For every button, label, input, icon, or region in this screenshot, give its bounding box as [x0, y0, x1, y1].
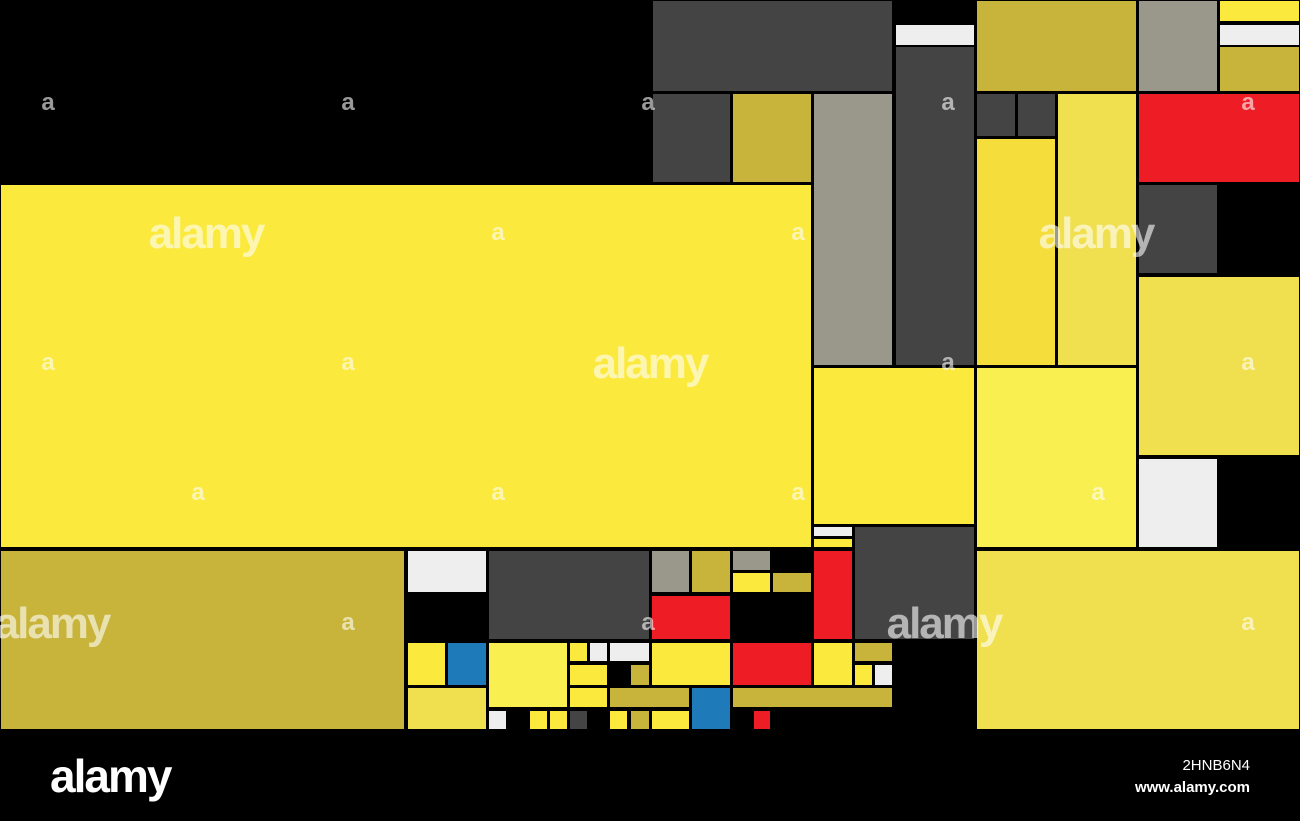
tile [650, 641, 732, 687]
watermark-logo: alamy [887, 599, 1004, 648]
tile [1137, 457, 1219, 549]
tile [651, 0, 894, 93]
tile [568, 709, 589, 731]
tile [812, 641, 854, 687]
watermark-logo: alamy [149, 209, 266, 258]
watermark-mark: a [491, 479, 505, 506]
tile [548, 709, 569, 731]
watermark-mark: a [1241, 89, 1255, 116]
tile [853, 525, 976, 641]
tile [975, 137, 1057, 367]
watermark-mark: a [941, 89, 955, 116]
tile [1218, 0, 1300, 23]
tile [812, 537, 854, 549]
tile [731, 571, 772, 594]
tile [690, 686, 732, 731]
tile [1137, 92, 1300, 184]
tile [812, 92, 894, 367]
tile [1137, 0, 1219, 93]
tile [568, 663, 609, 687]
tile [975, 0, 1138, 93]
watermark-mark: a [791, 479, 805, 506]
tile [406, 549, 488, 594]
watermark-mark: a [1241, 349, 1255, 376]
watermark-mark: a [641, 609, 655, 636]
watermark-logo: alamy [0, 599, 112, 648]
watermarks: alamy alamy alamy alamy alamy a a a a a a a a a a a a a a a… [0, 89, 1255, 648]
tile [568, 641, 589, 663]
tile [894, 23, 976, 47]
tile [1016, 92, 1057, 138]
tile [1056, 92, 1138, 367]
tile [1218, 23, 1300, 47]
watermark-mark: a [341, 349, 355, 376]
watermark-mark: a [41, 349, 55, 376]
watermark-mark: a [791, 219, 805, 246]
footer-logo: alamy [50, 750, 173, 802]
watermark-mark: a [1091, 479, 1105, 506]
tiles [0, 0, 1300, 731]
tile [975, 366, 1138, 549]
watermark-mark: a [941, 349, 955, 376]
tile [975, 92, 1017, 138]
tile [608, 686, 691, 709]
tile [1137, 183, 1219, 275]
tile [873, 663, 894, 687]
tile [568, 686, 609, 709]
tile [588, 641, 609, 663]
tile [1218, 45, 1300, 93]
site-url: www.alamy.com [1134, 779, 1250, 796]
watermark-mark: a [191, 479, 205, 506]
tile [650, 594, 732, 641]
watermark-mark: a [1241, 609, 1255, 636]
tile [731, 92, 813, 184]
tile [608, 641, 651, 663]
image-id: 2HNB6N4 [1182, 757, 1250, 774]
tile [651, 92, 732, 184]
tile [690, 549, 732, 594]
tile [1137, 275, 1300, 457]
watermark-mark: a [341, 89, 355, 116]
tile [487, 709, 508, 731]
tile [812, 525, 854, 538]
watermark-mark: a [641, 89, 655, 116]
tile [0, 549, 406, 731]
tile [752, 709, 772, 731]
watermark-mark: a [41, 89, 55, 116]
tile [771, 571, 813, 594]
watermark-mark: a [491, 219, 505, 246]
tile [853, 641, 894, 663]
tile [608, 709, 629, 731]
tile [894, 45, 976, 367]
tile [487, 641, 569, 709]
tile [731, 641, 813, 687]
tile [812, 366, 976, 526]
tile [406, 641, 447, 687]
tile [487, 549, 651, 641]
watermark-logo: alamy [1039, 209, 1156, 258]
watermark-logo: alamy [593, 339, 710, 388]
tile [975, 549, 1300, 731]
tile [0, 183, 813, 549]
tile [629, 709, 651, 731]
tile [629, 663, 651, 687]
tile [446, 641, 488, 687]
tile [650, 709, 691, 731]
tile [528, 709, 549, 731]
tile [731, 686, 894, 709]
watermark-mark: a [341, 609, 355, 636]
tile [406, 686, 488, 731]
tile [812, 549, 854, 641]
tile [853, 663, 874, 687]
tile [731, 549, 772, 572]
tile [650, 549, 691, 594]
